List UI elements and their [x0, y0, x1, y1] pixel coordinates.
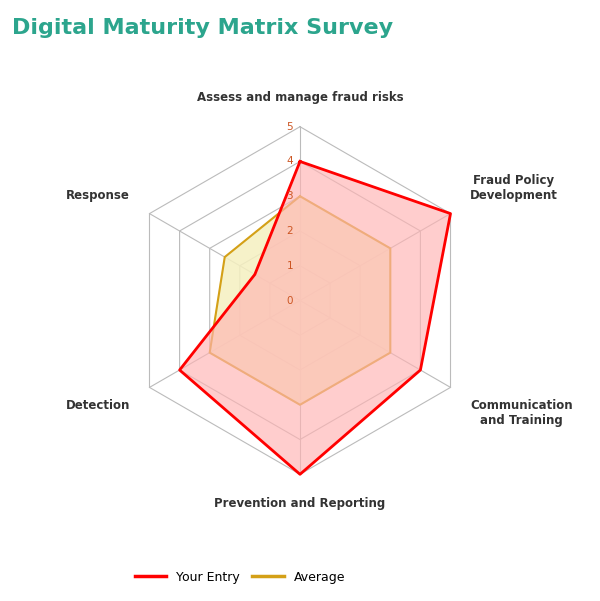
Text: Communication
and Training: Communication and Training: [470, 398, 573, 427]
Text: Digital Maturity Matrix Survey: Digital Maturity Matrix Survey: [12, 18, 393, 38]
Text: Prevention and Reporting: Prevention and Reporting: [214, 497, 386, 510]
Text: 0: 0: [287, 296, 293, 305]
Text: 2: 2: [286, 226, 293, 236]
Text: 5: 5: [286, 122, 293, 132]
Polygon shape: [209, 196, 391, 405]
Text: 3: 3: [286, 191, 293, 201]
Text: Response: Response: [66, 189, 130, 203]
Text: 4: 4: [286, 156, 293, 166]
Text: Detection: Detection: [65, 398, 130, 412]
Polygon shape: [179, 162, 451, 474]
Text: 1: 1: [286, 261, 293, 270]
Legend: Your Entry, Average: Your Entry, Average: [130, 566, 350, 589]
Text: Fraud Policy
Development: Fraud Policy Development: [470, 174, 558, 203]
Text: Assess and manage fraud risks: Assess and manage fraud risks: [197, 91, 403, 104]
